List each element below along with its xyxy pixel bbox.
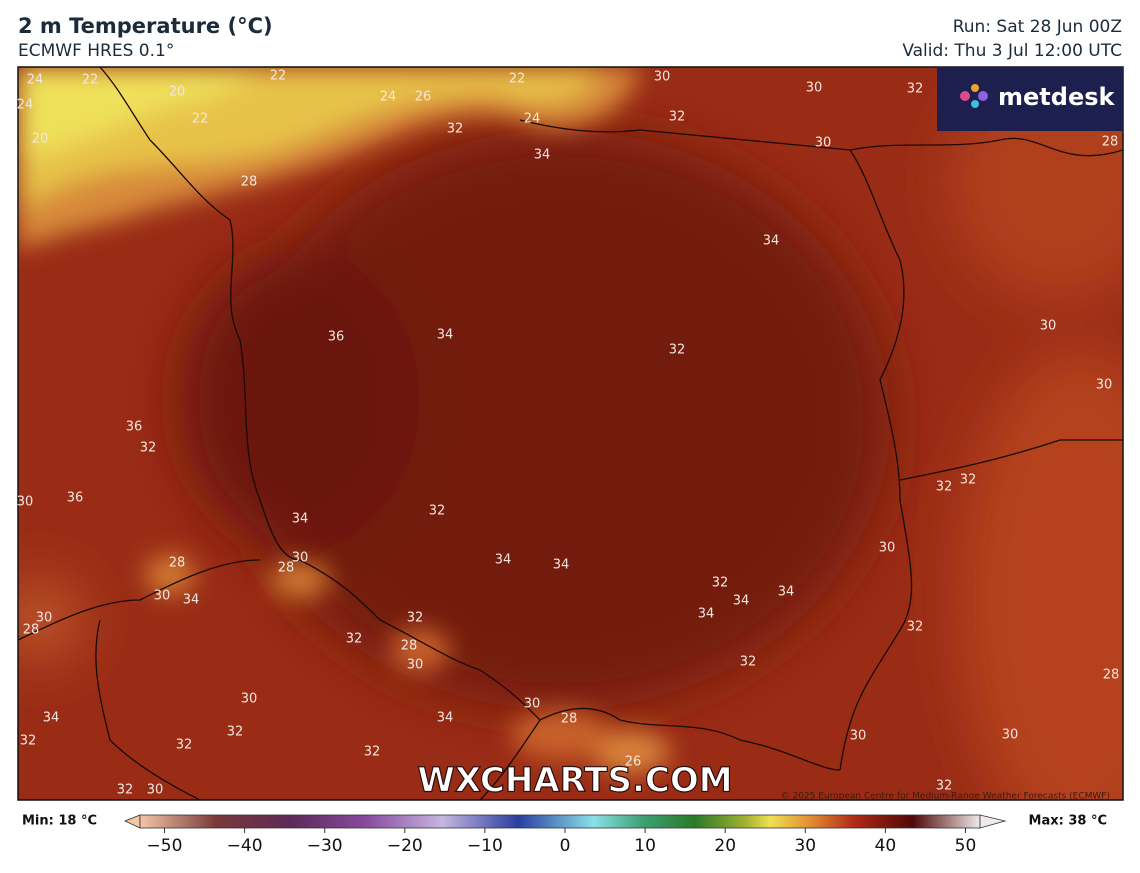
contour-label: 22	[82, 73, 99, 88]
contour-label: 32	[447, 122, 464, 137]
contour-label: 34	[495, 553, 512, 568]
contour-label: 34	[534, 148, 551, 163]
contour-label: 30	[524, 697, 541, 712]
contour-label: 30	[407, 658, 424, 673]
logo-text: metdesk	[998, 83, 1116, 111]
contour-label: 24	[524, 112, 541, 127]
colorbar-tick-label: 30	[794, 836, 816, 856]
contour-label: 36	[126, 420, 143, 435]
colorbar-tick-label: 10	[634, 836, 656, 856]
contour-label: 34	[733, 594, 750, 609]
map	[18, 67, 1123, 800]
contour-label: 32	[176, 738, 193, 753]
watermark: WXCHARTS.COM	[417, 761, 732, 801]
contour-label: 28	[1102, 135, 1119, 150]
contour-label: 30	[292, 551, 309, 566]
contour-label: 28	[561, 712, 578, 727]
contour-label: 22	[270, 69, 287, 84]
contour-label: 24	[380, 90, 397, 105]
colorbar-tick-label: 40	[875, 836, 897, 856]
contour-label: 32	[936, 480, 953, 495]
contour-label: 26	[625, 755, 642, 770]
contour-label: 30	[147, 783, 164, 798]
contour-label: 32	[740, 655, 757, 670]
contour-label: 30	[654, 70, 671, 85]
contour-label: 34	[778, 585, 795, 600]
contour-label: 30	[17, 495, 34, 510]
contour-label: 30	[806, 81, 823, 96]
contour-label: 34	[292, 512, 309, 527]
contour-label: 34	[553, 558, 570, 573]
contour-label: 32	[140, 441, 157, 456]
contour-label: 32	[117, 783, 134, 798]
colorbar-tick-label: 20	[714, 836, 736, 856]
contour-label: 30	[879, 541, 896, 556]
contour-label: 32	[429, 504, 446, 519]
contour-label: 32	[712, 576, 729, 591]
title: 2 m Temperature (°C)	[18, 14, 273, 38]
colorbar-tick-label: −40	[227, 836, 263, 856]
contour-label: 32	[20, 734, 37, 749]
colorbar-min: Min: 18 °C	[22, 814, 97, 829]
contour-label: 26	[415, 90, 432, 105]
contour-label: 32	[227, 725, 244, 740]
contour-label: 34	[183, 593, 200, 608]
contour-label: 24	[27, 73, 44, 88]
colorbar-tick-label: 50	[955, 836, 977, 856]
contour-label: 32	[407, 611, 424, 626]
contour-label: 28	[1103, 668, 1120, 683]
contour-label: 30	[36, 611, 53, 626]
contour-label: 32	[907, 82, 924, 97]
contour-label: 30	[850, 729, 867, 744]
contour-label: 30	[1096, 378, 1113, 393]
contour-label: 22	[509, 72, 526, 87]
contour-label: 28	[401, 639, 418, 654]
contour-label: 34	[763, 234, 780, 249]
valid-time: Valid: Thu 3 Jul 12:00 UTC	[902, 41, 1122, 61]
contour-label: 34	[437, 711, 454, 726]
contour-label: 28	[241, 175, 258, 190]
contour-label: 32	[364, 745, 381, 760]
contour-label: 32	[960, 473, 977, 488]
contour-label: 30	[815, 136, 832, 151]
contour-label: 36	[67, 491, 84, 506]
contour-label: 30	[154, 589, 171, 604]
contour-label: 20	[32, 132, 49, 147]
contour-label: 24	[17, 98, 34, 113]
colorbar-tick-label: −30	[307, 836, 343, 856]
copyright: © 2025 European Centre for Medium-Range …	[781, 792, 1110, 802]
run-time: Run: Sat 28 Jun 00Z	[953, 17, 1122, 37]
map-frame	[17, 66, 1124, 801]
contour-label: 30	[1040, 319, 1057, 334]
contour-label: 28	[23, 623, 40, 638]
colorbar	[123, 814, 1007, 829]
subtitle: ECMWF HRES 0.1°	[18, 41, 174, 61]
colorbar-tick-label: −50	[147, 836, 183, 856]
contour-label: 22	[192, 112, 209, 127]
colorbar-max: Max: 38 °C	[1029, 814, 1107, 829]
colorbar-tick-label: −10	[467, 836, 503, 856]
contour-label: 34	[437, 328, 454, 343]
contour-label: 20	[169, 85, 186, 100]
contour-label: 32	[346, 632, 363, 647]
contour-label: 32	[907, 620, 924, 635]
contour-label: 36	[328, 330, 345, 345]
colorbar-tick-label: 0	[560, 836, 571, 856]
contour-label: 28	[169, 556, 186, 571]
logo-icon	[960, 84, 988, 108]
contour-label: 28	[278, 561, 295, 576]
contour-label: 30	[241, 692, 258, 707]
contour-label: 32	[669, 110, 686, 125]
contour-label: 34	[698, 607, 715, 622]
contour-label: 32	[669, 343, 686, 358]
contour-label: 32	[936, 779, 953, 794]
colorbar-tick-label: −20	[387, 836, 423, 856]
contour-label: 34	[43, 711, 60, 726]
contour-label: 30	[1002, 728, 1019, 743]
